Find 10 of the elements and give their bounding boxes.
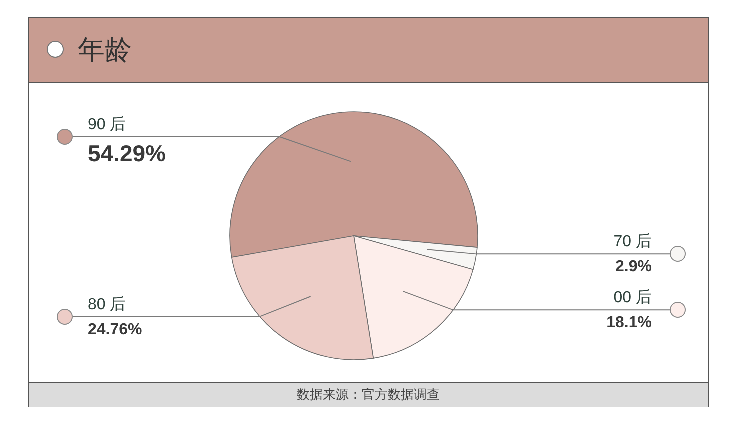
slice-label: 90 后 <box>88 115 126 134</box>
data-label: 24.76% <box>88 321 142 338</box>
slice-label: 00 后 <box>614 288 652 307</box>
source-note: 数据来源：官方数据调查 <box>29 383 708 407</box>
data-label: 54.29% <box>88 140 166 166</box>
data-label: 18.1% <box>606 314 652 332</box>
slice-label: 80 后 <box>88 295 126 314</box>
chart-title: 年龄 <box>78 34 132 67</box>
data-label: 2.9% <box>616 258 652 276</box>
slice-label: 70 后 <box>614 232 652 251</box>
